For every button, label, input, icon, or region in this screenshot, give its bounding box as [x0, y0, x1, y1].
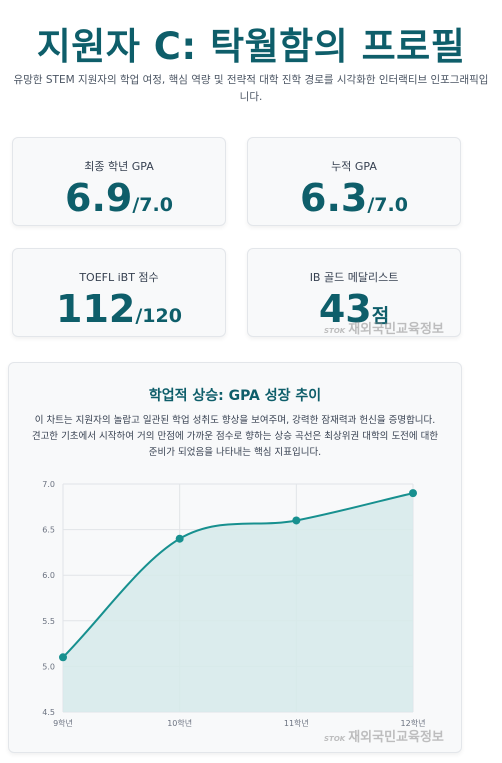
x-tick-label: 9학년 — [53, 718, 73, 728]
y-tick-label: 6.5 — [42, 526, 55, 535]
stat-suffix: 점 — [371, 305, 390, 327]
x-tick-label: 11학년 — [284, 718, 309, 728]
stat-card-final-gpa: 최종 학년 GPA 6.9/7.0 — [12, 137, 226, 226]
gpa-chart-card: 학업적 상승: GPA 성장 추이 이 차트는 지원자의 놀랍고 일관된 학업 … — [8, 362, 462, 753]
data-point — [292, 516, 301, 525]
watermark-text: 재외국민교육정보 — [348, 322, 444, 337]
chart-description: 이 차트는 지원자의 놀랍고 일관된 학업 성취도 향상을 보여주며, 강력한 … — [31, 415, 439, 458]
area-fill — [63, 493, 413, 712]
stat-suffix: /7.0 — [367, 194, 408, 216]
chart-title: 학업적 상승: GPA 성장 추이 — [148, 388, 322, 404]
stat-card-cumulative-gpa: 누적 GPA 6.3/7.0 — [247, 137, 461, 226]
watermark-small: STOK — [324, 327, 346, 335]
y-tick-label: 5.0 — [42, 662, 55, 671]
watermark: STOK 재외국민교육정보 — [324, 726, 444, 745]
stat-number: 43 — [318, 287, 372, 331]
stat-number: 6.3 — [300, 176, 368, 220]
y-tick-label: 5.5 — [42, 617, 55, 626]
watermark: STOK 재외국민교육정보 — [324, 318, 444, 337]
page-subtitle: 유망한 STEM 지원자의 학업 여정, 핵심 역량 및 전략적 대학 진학 경… — [13, 74, 489, 103]
y-tick-label: 7.0 — [42, 480, 55, 489]
stat-card-ib-gold: IB 골드 메달리스트 43점 — [247, 248, 461, 337]
stat-value: 6.9/7.0 — [13, 176, 225, 220]
gpa-line-chart[interactable]: 4.5 5.0 5.5 6.0 6.5 7.0 9학년 10학년 11학년 12학년 — [9, 363, 461, 752]
stat-suffix: /120 — [135, 305, 182, 327]
data-point — [59, 653, 67, 662]
x-tick-label: 12학년 — [401, 718, 426, 728]
stat-label: 누적 GPA — [331, 160, 377, 173]
series-line — [62, 492, 414, 658]
y-tick-label: 4.5 — [42, 708, 55, 717]
stat-number: 6.9 — [65, 176, 133, 220]
stat-label: TOEFL iBT 점수 — [79, 271, 159, 284]
stat-value: 112/120 — [13, 287, 225, 331]
stat-suffix: /7.0 — [132, 194, 173, 216]
data-point — [409, 489, 417, 498]
x-tick-label: 10학년 — [167, 718, 192, 728]
stat-number: 112 — [56, 287, 136, 331]
stat-label: 최종 학년 GPA — [84, 160, 154, 173]
stat-value: 43점 — [248, 287, 460, 331]
page-title: 지원자 C: 탁월함의 프로필 — [36, 25, 466, 68]
data-point — [175, 534, 184, 543]
stat-value: 6.3/7.0 — [248, 176, 460, 220]
watermark-text: 재외국민교육정보 — [348, 730, 444, 745]
stat-label: IB 골드 메달리스트 — [309, 271, 399, 284]
watermark-small: STOK — [324, 735, 346, 743]
stat-card-toefl: TOEFL iBT 점수 112/120 — [12, 248, 226, 337]
y-tick-label: 6.0 — [42, 571, 55, 580]
